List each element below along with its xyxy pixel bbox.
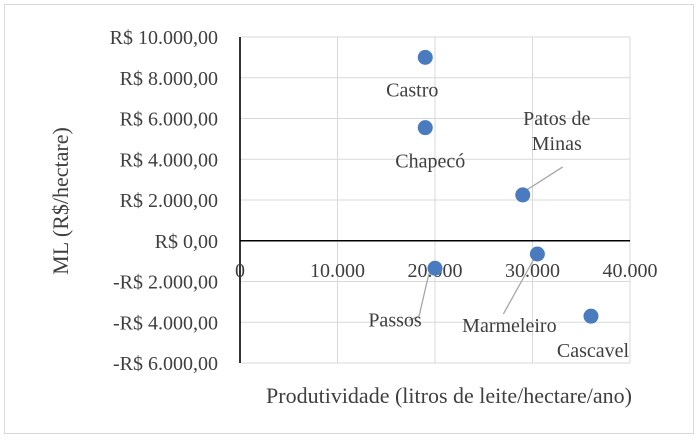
point-label: Passos xyxy=(368,309,422,331)
y-tick-label: -R$ 6.000,00 xyxy=(113,353,218,375)
point-label: Castro xyxy=(386,79,438,101)
chart-frame xyxy=(4,4,694,434)
point-label: Marmeleiro xyxy=(462,315,556,337)
x-tick-label: 10.000 xyxy=(310,260,365,282)
data-point xyxy=(583,308,599,324)
x-tick-label: 0 xyxy=(235,260,245,282)
point-label: Patos de Minas xyxy=(523,108,590,155)
leader-line xyxy=(526,166,564,191)
leader-line xyxy=(408,273,430,321)
y-tick-label: R$ 2.000,00 xyxy=(120,190,218,212)
y-tick-label: -R$ 2.000,00 xyxy=(113,272,218,294)
y-tick-label: R$ 8.000,00 xyxy=(120,68,218,90)
data-point xyxy=(417,120,433,136)
data-point xyxy=(427,260,443,276)
y-tick-label: R$ 0,00 xyxy=(155,231,218,253)
data-point xyxy=(529,246,545,262)
y-tick-label: R$ 10.000,00 xyxy=(110,27,218,49)
point-label: Chapecó xyxy=(395,151,465,173)
y-axis-title: ML (R$/hectare) xyxy=(48,127,73,275)
x-axis-title: Produtividade (litros de leite/hectare/a… xyxy=(266,383,632,408)
point-labels: Castro Chapecó Patos de Minas Passos Marmelei… xyxy=(368,79,629,362)
x-tick-label: 40.000 xyxy=(603,260,658,282)
y-tick-labels: -R$ 6.000,00 -R$ 4.000,00 -R$ 2.000,00 R$ 0… xyxy=(110,27,218,375)
label-leader-lines xyxy=(408,166,564,321)
data-point xyxy=(417,49,433,65)
leader-line xyxy=(502,259,534,315)
y-tick-label: -R$ 4.000,00 xyxy=(113,312,218,334)
x-tick-label: 30.000 xyxy=(505,260,560,282)
y-tick-label: R$ 4.000,00 xyxy=(120,149,218,171)
point-label: Cascavel xyxy=(557,340,630,362)
data-points xyxy=(417,49,599,324)
axes xyxy=(239,37,630,363)
data-point xyxy=(515,187,531,203)
y-tick-label: R$ 6.000,00 xyxy=(120,109,218,131)
